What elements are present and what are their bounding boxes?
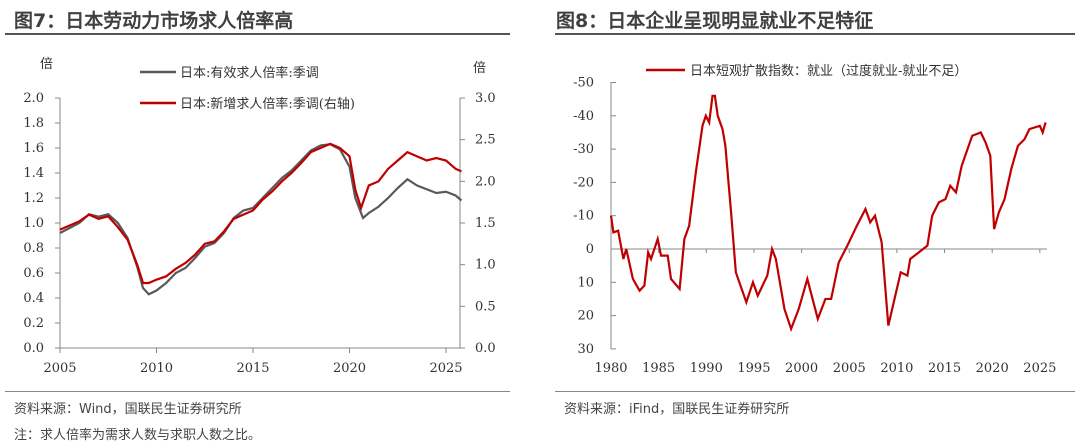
- series-line-2: [59, 142, 462, 285]
- y-tick-label: 0.0: [23, 341, 44, 356]
- source-note: 资料来源：Wind，国联民生证券研究所: [14, 402, 242, 417]
- chart8-title: 图8：日本企业呈现明显就业不足特征: [556, 10, 874, 32]
- y-right-tick-label: 1.5: [475, 216, 496, 231]
- title-rule: [555, 33, 1075, 35]
- legend-label: 日本短观扩散指数：就业（过度就业-就业不足）: [690, 63, 967, 79]
- x-tick-label: 2005: [833, 361, 866, 376]
- y-tick-label: -10: [573, 209, 594, 224]
- y-tick-label: -50: [573, 76, 594, 91]
- y-tick-label: 10: [577, 275, 594, 290]
- x-tick-label: 2005: [43, 361, 76, 376]
- y-tick-label: 20: [577, 309, 594, 324]
- legend-label: 日本:有效求人倍率:季调: [180, 65, 319, 81]
- footnote: 注：求人倍率为需求人数与求职人数之比。: [14, 428, 262, 443]
- y-right-tick-label: 3.0: [475, 91, 496, 106]
- chart7-title: 图7：日本劳动力市场求人倍率高: [14, 10, 294, 32]
- x-tick-label: 2020: [976, 361, 1009, 376]
- legend-label: 日本:新增求人倍率:季调(右轴): [180, 96, 355, 112]
- y-right-tick-label: 0.0: [475, 341, 496, 356]
- y-tick-label: 1.2: [23, 191, 44, 206]
- x-tick-label: 2010: [880, 361, 913, 376]
- x-tick-label: 2025: [1023, 361, 1056, 376]
- y-tick-label: -20: [573, 175, 594, 190]
- x-tick-label: 2000: [785, 361, 818, 376]
- y-right-tick-label: 0.5: [475, 299, 496, 314]
- y-tick-label: 0.6: [23, 266, 44, 281]
- y-tick-label: 0.4: [23, 291, 44, 306]
- y-tick-label: 0: [586, 242, 594, 257]
- y-tick-label: 0.8: [23, 241, 44, 256]
- y-tick-label: 1.4: [23, 166, 44, 181]
- chart7: 0.0 0.2 0.4 0.6 0.8 1.0 1.2 1.4 1.6 1.8 2.0 0.0 0.5 1…: [23, 57, 495, 376]
- right-axis-unit: 倍: [473, 61, 486, 76]
- x-tick-label: 1985: [642, 361, 675, 376]
- source-note: 资料来源：iFind，国联民生证券研究所: [564, 402, 790, 417]
- x-tick-label: 2025: [429, 361, 462, 376]
- title-rule: [5, 33, 510, 35]
- divider: [555, 391, 1075, 392]
- x-tick-label: 1995: [737, 361, 770, 376]
- y-right-tick-label: 1.0: [475, 258, 496, 273]
- x-tick-label: 2015: [928, 361, 961, 376]
- y-tick-label: 1.6: [23, 141, 44, 156]
- y-tick-label: 30: [577, 342, 594, 357]
- y-right-tick-label: 2.5: [475, 133, 496, 148]
- y-tick-label: 0.2: [23, 316, 44, 331]
- y-tick-label: 1.8: [23, 116, 44, 131]
- divider: [5, 391, 510, 392]
- x-tick-label: 2020: [333, 361, 366, 376]
- x-tick-label: 1980: [594, 361, 627, 376]
- y-right-tick-label: 2.0: [475, 174, 496, 189]
- series-line: [609, 94, 1047, 333]
- y-tick-label: -30: [573, 142, 594, 157]
- series-line-1: [59, 143, 463, 296]
- y-tick-label: -40: [573, 109, 594, 124]
- left-axis-unit: 倍: [40, 57, 53, 72]
- x-tick-label: 2015: [236, 361, 269, 376]
- x-tick-label: 2010: [140, 361, 173, 376]
- y-tick-label: 2.0: [23, 91, 44, 106]
- y-tick-label: 1.0: [23, 216, 44, 231]
- x-tick-label: 1990: [690, 361, 723, 376]
